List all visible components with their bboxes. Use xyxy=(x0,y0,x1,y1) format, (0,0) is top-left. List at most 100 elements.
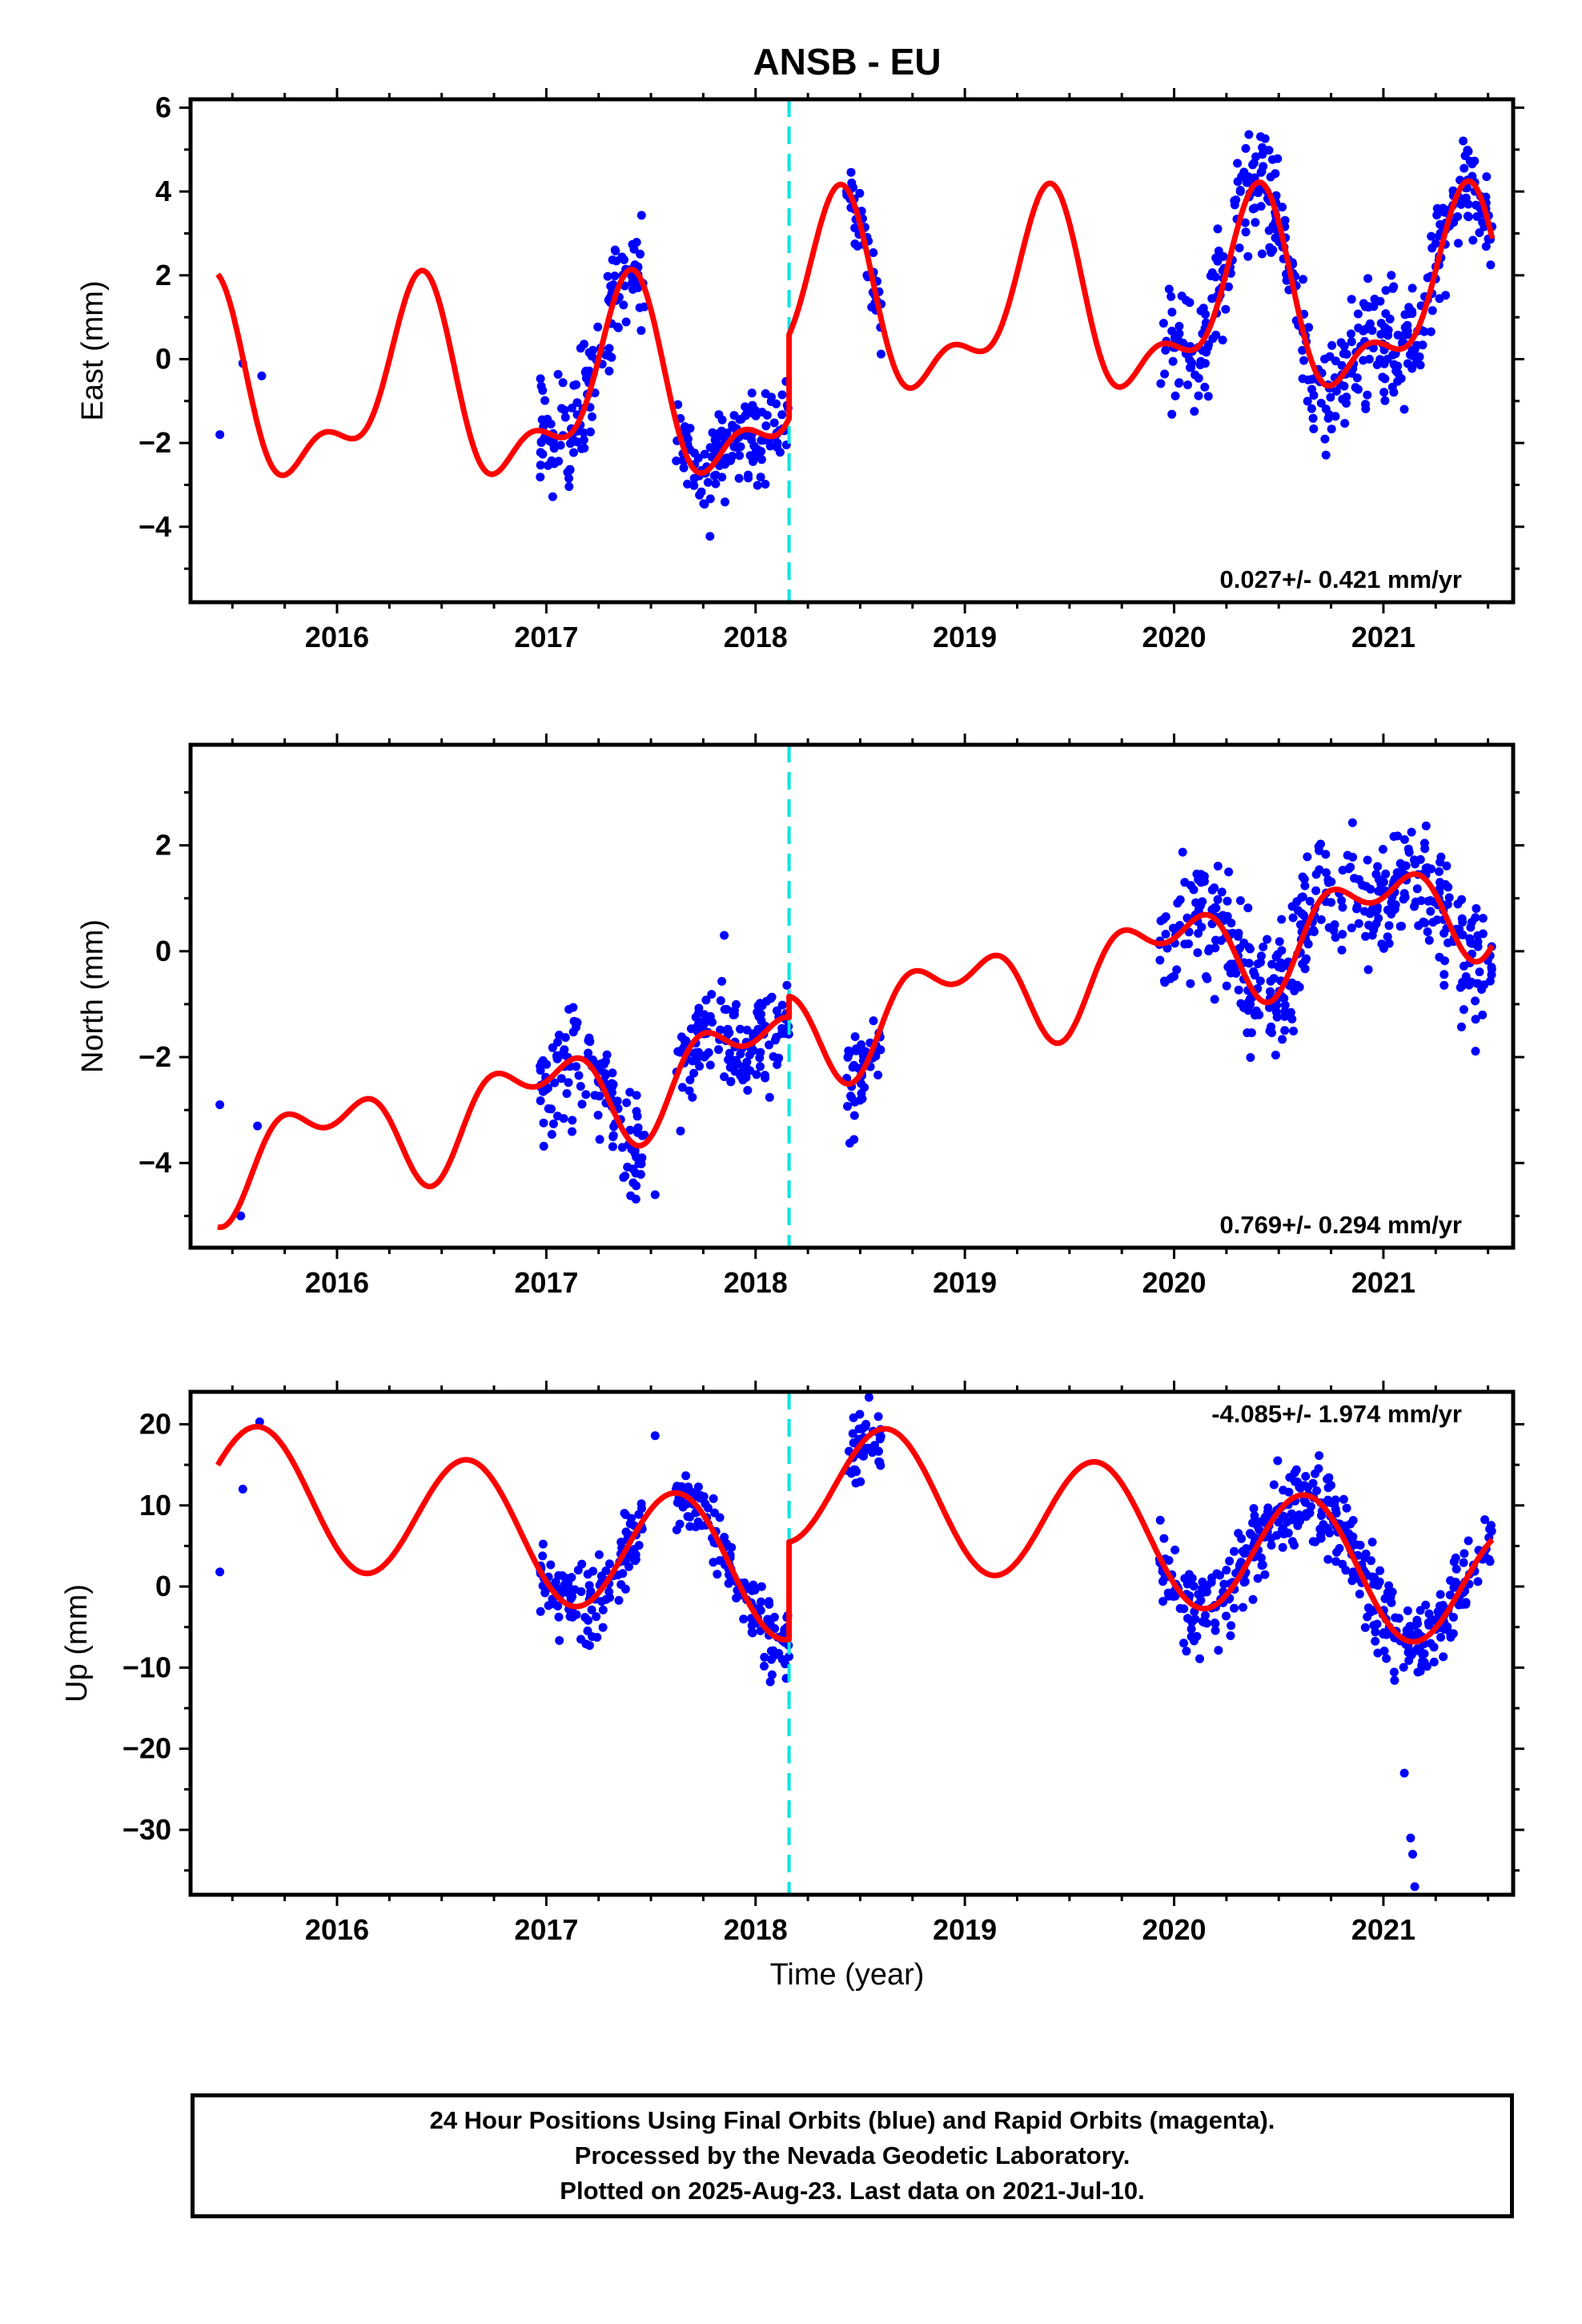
data-point xyxy=(1283,1518,1292,1527)
data-point xyxy=(1227,1621,1236,1630)
data-point xyxy=(1256,958,1265,967)
data-point xyxy=(761,421,771,431)
data-point xyxy=(1226,959,1235,969)
data-point xyxy=(700,449,709,459)
data-point xyxy=(1413,1619,1422,1628)
data-point xyxy=(728,420,737,430)
data-point xyxy=(536,1096,545,1105)
data-point xyxy=(1288,913,1298,923)
data-point xyxy=(1327,424,1336,434)
data-point xyxy=(608,1142,617,1152)
data-point xyxy=(1369,1621,1379,1630)
data-point xyxy=(554,456,564,466)
data-point xyxy=(1376,880,1386,889)
data-point xyxy=(1338,903,1347,912)
data-point xyxy=(1381,286,1391,296)
data-point xyxy=(1384,939,1394,948)
data-point xyxy=(1280,1026,1290,1035)
data-point xyxy=(760,1652,769,1662)
data-point xyxy=(614,1595,624,1605)
data-point xyxy=(1471,913,1480,923)
data-point xyxy=(1280,215,1290,225)
data-point xyxy=(773,1054,783,1063)
data-point xyxy=(1381,869,1391,879)
data-point xyxy=(548,1043,557,1052)
data-point xyxy=(559,1114,568,1124)
data-point xyxy=(539,1118,548,1128)
data-point xyxy=(1436,1633,1446,1642)
data-point xyxy=(705,532,715,541)
data-point xyxy=(766,1647,776,1656)
data-point xyxy=(572,398,582,408)
x-tick-label: 2021 xyxy=(1351,1913,1415,1946)
data-point xyxy=(1182,296,1191,305)
y-tick-label: −30 xyxy=(122,1813,171,1846)
data-point xyxy=(1460,163,1469,173)
data-point xyxy=(1295,920,1305,930)
x-tick-label: 2021 xyxy=(1351,1266,1415,1299)
data-point xyxy=(1264,146,1274,155)
data-point xyxy=(1355,1541,1365,1550)
data-point xyxy=(732,999,741,1009)
data-point xyxy=(860,1083,869,1092)
data-point xyxy=(1303,852,1312,862)
data-point xyxy=(673,400,683,409)
data-point xyxy=(753,480,762,490)
data-point xyxy=(1161,930,1170,939)
data-point xyxy=(729,1010,738,1019)
x-tick-label: 2017 xyxy=(514,621,578,653)
data-point xyxy=(1458,931,1468,939)
data-point xyxy=(1472,200,1480,210)
data-point xyxy=(1415,1667,1425,1676)
data-point xyxy=(1224,282,1233,292)
data-point xyxy=(1353,309,1363,319)
data-point xyxy=(1264,226,1274,235)
data-point xyxy=(1396,374,1406,384)
model-fit-curve xyxy=(216,870,1495,1230)
data-point xyxy=(1305,896,1315,906)
data-point xyxy=(1335,1544,1344,1553)
data-point xyxy=(700,1052,709,1062)
data-point xyxy=(734,473,744,483)
data-point xyxy=(1211,1619,1220,1628)
data-point xyxy=(1480,1515,1490,1525)
data-point xyxy=(1410,1882,1419,1892)
data-point xyxy=(1369,302,1379,312)
data-point xyxy=(549,444,559,453)
data-point xyxy=(1233,159,1243,168)
model-fit-curve xyxy=(215,1424,1495,1645)
data-point xyxy=(604,1559,614,1569)
data-point xyxy=(756,1606,765,1615)
data-point xyxy=(1435,1590,1445,1599)
data-point xyxy=(685,1076,695,1084)
data-point xyxy=(577,1559,587,1569)
data-point xyxy=(604,352,614,361)
data-point xyxy=(720,931,729,940)
data-point xyxy=(1278,1525,1287,1534)
data-point xyxy=(699,499,709,509)
data-point xyxy=(677,1032,686,1042)
data-point xyxy=(562,1089,572,1098)
data-point xyxy=(1241,143,1251,153)
data-point xyxy=(1399,1768,1409,1778)
data-point xyxy=(1230,1603,1239,1613)
data-point xyxy=(613,323,623,332)
data-point xyxy=(608,1068,617,1078)
data-point xyxy=(1269,1480,1279,1490)
data-point xyxy=(632,1091,641,1100)
data-point xyxy=(627,1514,636,1523)
data-point xyxy=(1267,247,1276,257)
data-point xyxy=(743,1086,753,1095)
data-point xyxy=(1247,1028,1256,1038)
data-point xyxy=(1226,1631,1235,1640)
data-point xyxy=(1468,159,1477,169)
data-point xyxy=(1195,1654,1204,1663)
data-point xyxy=(693,1482,703,1492)
data-point xyxy=(1337,360,1347,370)
data-point xyxy=(757,455,766,464)
data-point xyxy=(581,1090,591,1100)
x-tick-label: 2019 xyxy=(933,621,997,653)
data-point xyxy=(630,1148,640,1158)
data-point xyxy=(676,1047,685,1057)
data-point xyxy=(1435,858,1445,867)
